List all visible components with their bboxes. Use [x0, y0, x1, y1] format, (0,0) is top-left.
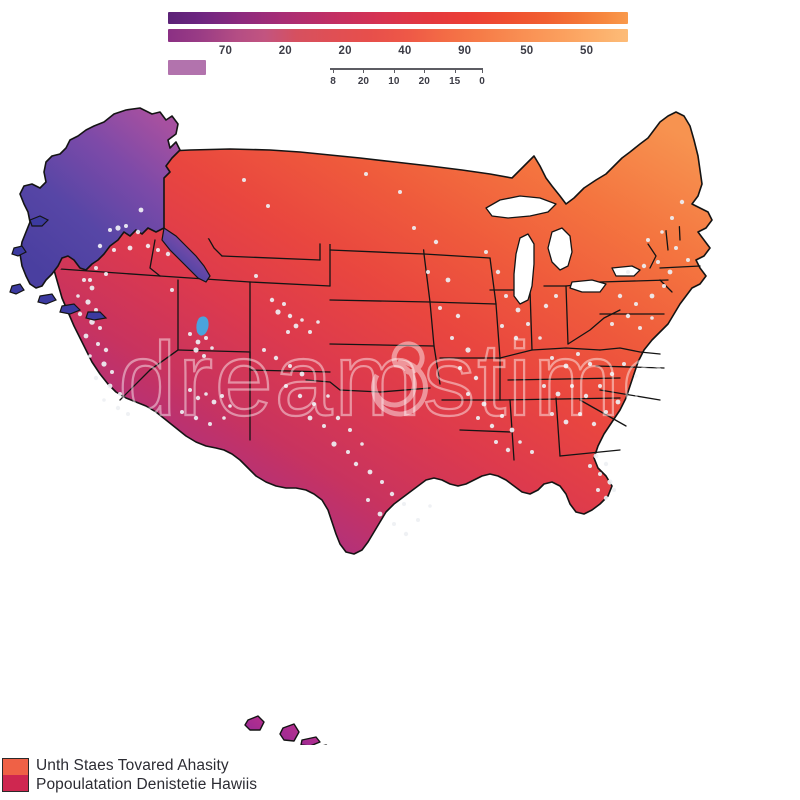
scale-bar-tick — [482, 68, 483, 73]
conus-landmass — [43, 111, 713, 555]
scale-bar-tick — [454, 68, 456, 73]
city-dots — [62, 157, 690, 537]
alaska-inset[interactable] — [9, 107, 211, 321]
ramp-tick-label: 40 — [398, 45, 412, 57]
alaska-city-dots — [88, 207, 160, 282]
ramp-tick-label: 90 — [458, 45, 472, 57]
scale-bar-tick — [393, 68, 395, 73]
hawaii-kauai — [244, 715, 265, 731]
scale-bar-label: 0 — [479, 76, 485, 87]
alaska-panhandle — [161, 226, 211, 283]
choropleth-map[interactable] — [0, 100, 800, 745]
legend-caption-line-1: Unth Staes Tovared Ahasity — [36, 757, 229, 774]
color-ramp-secondary — [168, 29, 628, 42]
legend-extra-swatch — [168, 60, 206, 75]
bottom-legend-swatches — [2, 758, 29, 792]
scale-bar-line — [330, 68, 482, 70]
scale-bar-tick — [333, 68, 335, 73]
map-scale-bar: 8 20 10 20 15 0 — [330, 68, 485, 92]
scale-bar-tick — [424, 68, 426, 73]
map-svg — [9, 107, 713, 745]
ramp-tick-label: 20 — [278, 45, 292, 57]
lake-michigan-icon — [513, 233, 535, 305]
lake-huron-icon — [547, 227, 573, 271]
scale-bar-label: 20 — [357, 76, 369, 87]
scale-bar-tick — [363, 68, 365, 73]
bottom-legend: Unth Staes Tovared Ahasity Popoulatation… — [0, 748, 800, 800]
alaska-islands — [9, 215, 108, 321]
great-lakes — [485, 195, 641, 305]
bottom-legend-text: Unth Staes Tovared Ahasity Popoulatation… — [36, 756, 257, 794]
legend-swatch-upper — [3, 759, 28, 775]
lake-superior-icon — [485, 195, 557, 219]
scale-bar-label: 20 — [418, 76, 430, 87]
legend-caption-line-2: Popoulatation Denistetie Hawiis — [36, 776, 258, 793]
ramp-tick-label: 20 — [338, 45, 352, 57]
legend-panel: 70 20 20 40 90 50 50 8 20 10 20 15 0 — [0, 0, 800, 100]
color-ramp-primary — [168, 12, 628, 24]
ramp-tick-label: 50 — [579, 45, 594, 57]
scale-bar-label: 8 — [330, 76, 336, 87]
scale-bar-label: 15 — [449, 76, 461, 87]
conus-layer — [43, 111, 713, 555]
lake-erie-icon — [569, 279, 607, 293]
ramp-tick-label: 50 — [520, 45, 534, 57]
color-ramp-tick-labels: 70 20 20 40 90 50 50 — [168, 45, 628, 61]
alaska-landmass — [19, 107, 181, 289]
hawaii-molokai — [300, 736, 321, 745]
scale-bar-label: 10 — [388, 76, 400, 87]
hawaii-oahu — [279, 723, 300, 742]
ramp-tick-label: 70 — [218, 45, 233, 57]
great-salt-lake-icon — [196, 316, 209, 336]
legend-swatch-lower — [3, 775, 28, 791]
hawaii-inset[interactable] — [244, 715, 356, 745]
lake-ontario-icon — [611, 265, 641, 277]
